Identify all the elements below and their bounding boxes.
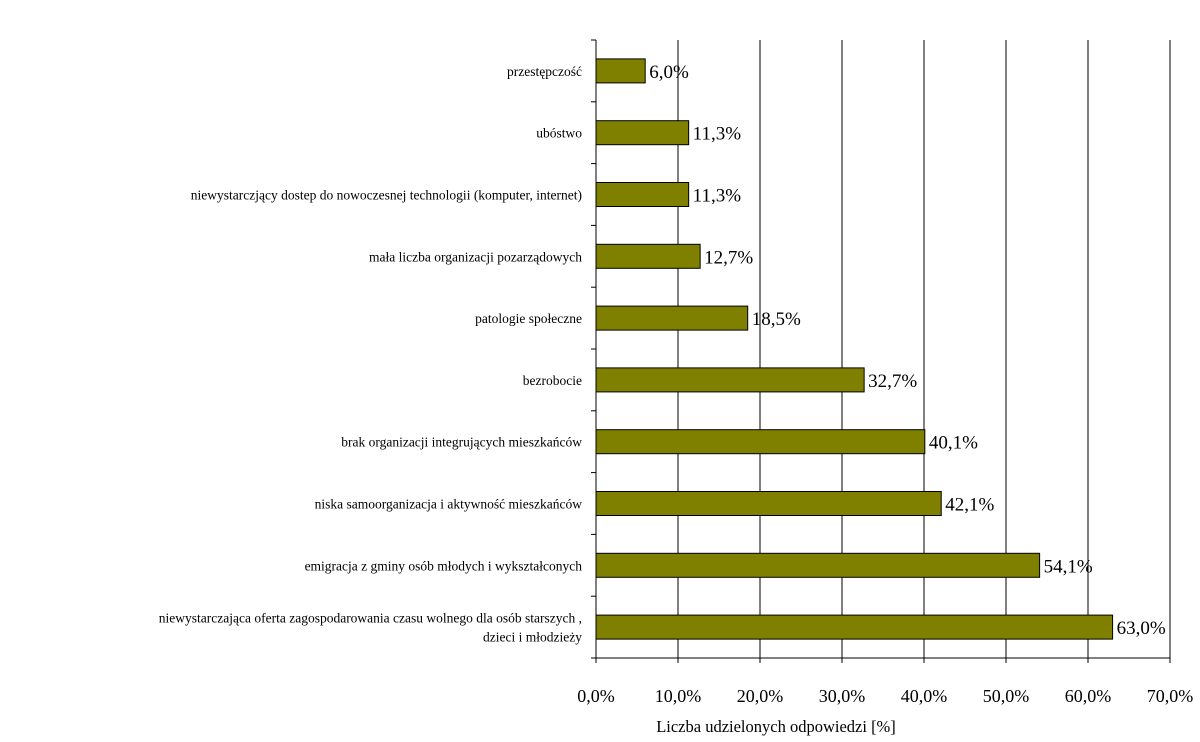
data-label: 42,1%	[945, 495, 994, 516]
bar	[595, 305, 749, 331]
x-tick-label: 70,0%	[1147, 686, 1194, 706]
x-tick-label: 60,0%	[1065, 686, 1112, 706]
bar	[595, 491, 942, 516]
data-label: 32,7%	[868, 371, 917, 392]
data-label: 40,1%	[929, 433, 978, 454]
x-tick-label: 0,0%	[577, 686, 615, 706]
category-label: niewystarczająca oferta zagospodarowania…	[159, 611, 582, 645]
bars	[595, 58, 1114, 640]
bar	[595, 58, 646, 84]
category-label: niewystarczjący dostep do nowoczesnej te…	[191, 188, 582, 203]
category-label: bezrobocie	[523, 373, 582, 388]
bar	[595, 429, 926, 455]
category-label: ubóstwo	[536, 126, 582, 141]
category-label: brak organizacji integrujących mieszkańc…	[341, 435, 582, 450]
x-tick-label: 10,0%	[655, 686, 702, 706]
data-label: 11,3%	[693, 124, 742, 145]
data-label: 6,0%	[649, 62, 689, 83]
category-label: przestępczość	[507, 64, 582, 79]
data-label: 63,0%	[1117, 618, 1166, 639]
bar	[595, 182, 690, 207]
category-labels: przestępczość ubóstwo niewystarczjący dost…	[159, 64, 582, 645]
bar	[595, 367, 865, 393]
bar	[595, 552, 1041, 578]
category-label: mała liczba organizacji pozarządowych	[369, 249, 582, 264]
data-label: 11,3%	[693, 186, 742, 207]
gridlines	[677, 40, 1171, 658]
bar	[595, 120, 690, 146]
category-label: emigracja z gminy osób młodych i wykszta…	[305, 558, 583, 573]
data-label: 18,5%	[752, 309, 801, 330]
bar	[595, 243, 701, 269]
data-label: 12,7%	[704, 247, 753, 268]
x-tick-label: 20,0%	[737, 686, 784, 706]
data-labels: 6,0% 11,3% 11,3% 12,7% 18,5% 32,7% 40,1% 42,1% 5…	[649, 62, 1166, 639]
category-label: patologie społeczne	[475, 311, 582, 326]
data-label: 54,1%	[1044, 556, 1093, 577]
x-tick-label: 50,0%	[983, 686, 1030, 706]
x-tick-labels: 0,0% 10,0% 20,0% 30,0% 40,0% 50,0% 60,0% 70,0%	[577, 686, 1193, 706]
bar	[595, 614, 1114, 640]
x-tick-label: 40,0%	[901, 686, 948, 706]
x-tick-label: 30,0%	[819, 686, 866, 706]
x-axis-title: Liczba udzielonych odpowiedzi [%]	[656, 717, 896, 736]
category-label: niska samoorganizacja i aktywność mieszk…	[315, 497, 583, 512]
axes	[591, 39, 1171, 663]
